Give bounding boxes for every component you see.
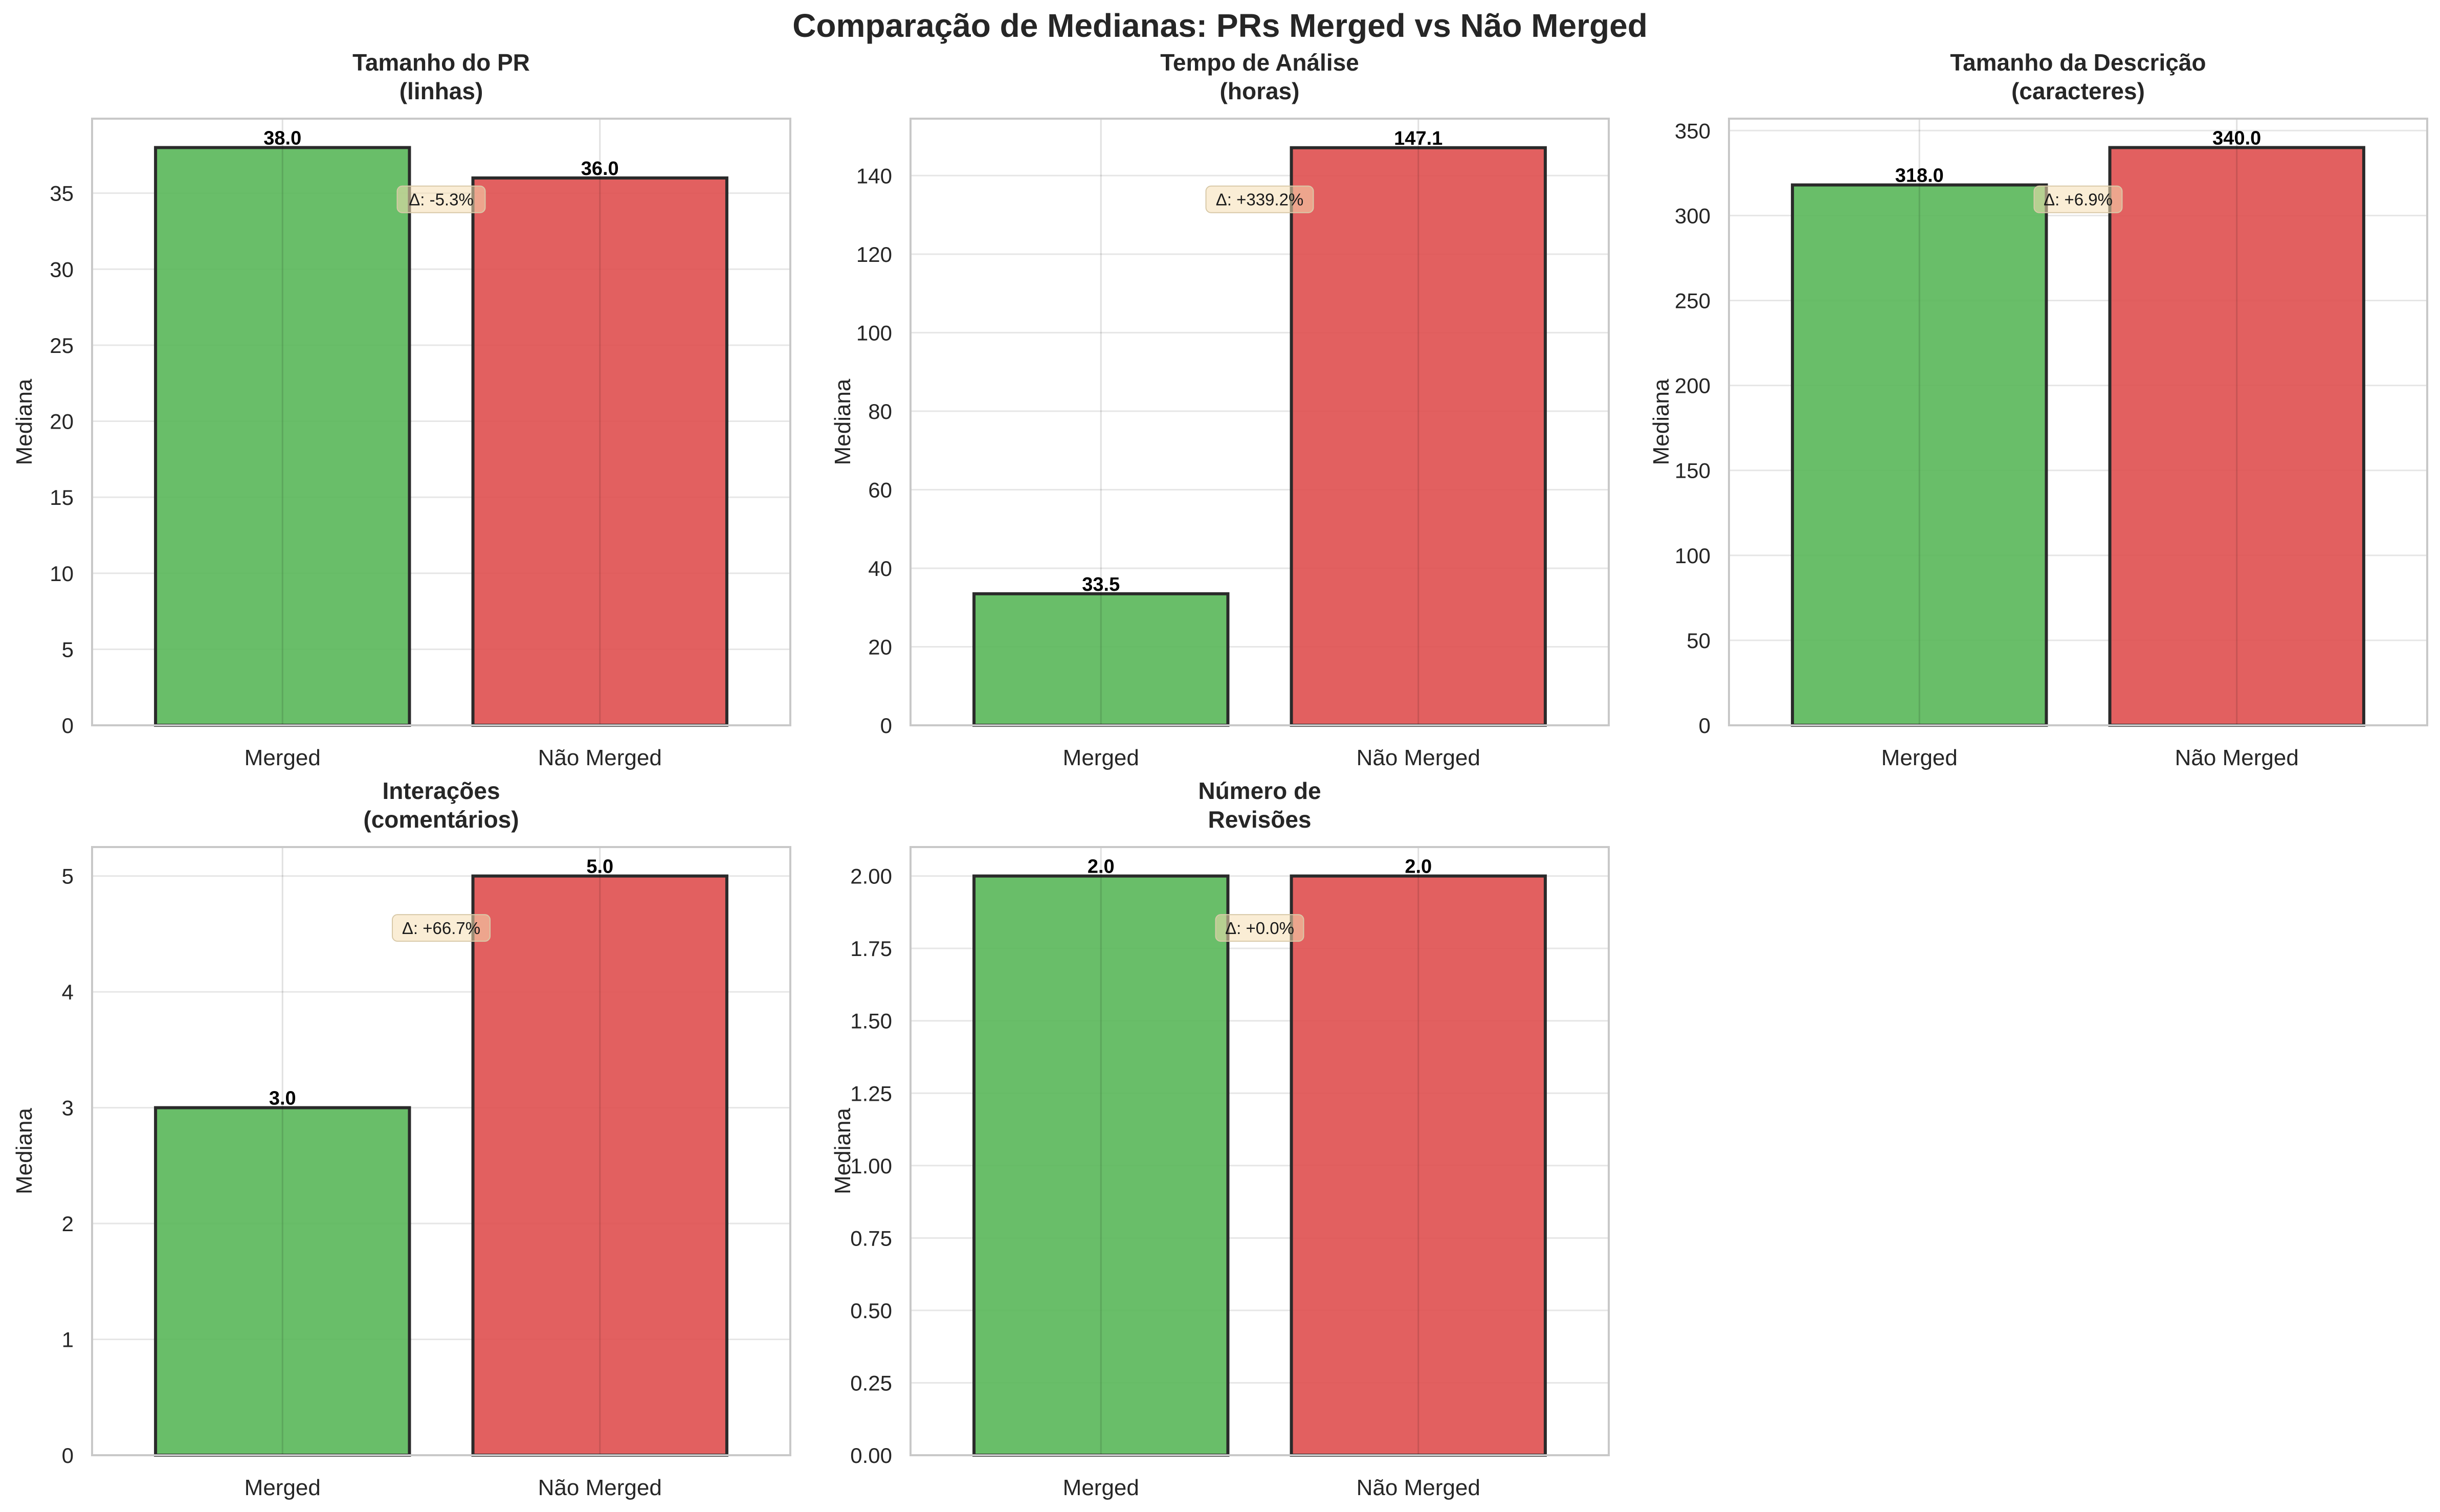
delta-annotation: Δ: +339.2%	[1216, 190, 1304, 209]
x-tick-label: Merged	[1063, 1475, 1139, 1500]
y-tick-label: 1	[62, 1328, 74, 1352]
axes-frame	[910, 846, 1610, 1456]
x-tick-label: Não Merged	[538, 745, 662, 770]
y-tick-label: 20	[868, 635, 892, 659]
y-tick-label: 40	[868, 557, 892, 581]
y-tick-label: 140	[856, 164, 892, 188]
y-tick-label: 0.75	[850, 1226, 892, 1250]
y-tick-label: 50	[1687, 629, 1711, 653]
y-axis-label: Mediana	[1649, 379, 1674, 465]
y-tick-label: 350	[1675, 119, 1711, 143]
y-tick-label: 15	[50, 485, 74, 509]
y-axis-label: Mediana	[830, 379, 855, 465]
bar-value-label: 36.0	[581, 158, 619, 180]
y-tick-label: 1.75	[850, 937, 892, 961]
axes-frame	[91, 118, 791, 726]
y-tick-label: 0	[880, 714, 892, 738]
y-tick-label: 2	[62, 1212, 74, 1236]
y-tick-label: 150	[1675, 459, 1711, 483]
x-tick-label: Não Merged	[1357, 745, 1480, 770]
x-tick-label: Merged	[245, 745, 321, 770]
y-axis-label: Mediana	[12, 379, 37, 465]
y-tick-label: 5	[62, 864, 74, 888]
delta-annotation-box	[1205, 185, 1314, 213]
bar-value-label: 147.1	[1394, 128, 1443, 149]
delta-annotation: Δ: -5.3%	[409, 190, 474, 209]
subplot-4: 3.0 5.0 0 1 2 3 4 5 Merged Não Merged Mediana Inter…	[12, 777, 791, 1500]
axes-frame	[910, 118, 1610, 726]
subplot-title: Tamanho da Descrição (caracteres)	[1950, 49, 2206, 104]
bar-value-label: 2.0	[1405, 856, 1432, 878]
delta-annotation-box	[2033, 185, 2123, 213]
x-tick-label: Merged	[1881, 745, 1958, 770]
x-tick-label: Não Merged	[1357, 1475, 1480, 1500]
delta-annotation: Δ: +66.7%	[402, 919, 480, 938]
y-tick-label: 1.25	[850, 1081, 892, 1105]
y-tick-label: 120	[856, 242, 892, 266]
bar-not-merged	[2108, 146, 2365, 727]
bar-merged	[972, 592, 1230, 727]
y-tick-label: 0	[62, 1443, 74, 1467]
bar-not-merged	[1290, 874, 1547, 1457]
delta-annotation-box	[392, 914, 491, 942]
y-tick-label: 4	[62, 980, 74, 1004]
subplot-title: Tempo de Análise (horas)	[1160, 49, 1359, 104]
y-tick-label: 30	[50, 257, 74, 281]
x-tick-label: Merged	[245, 1475, 321, 1500]
y-tick-label: 80	[868, 399, 892, 424]
bar-merged	[1791, 183, 2048, 727]
y-axis-label: Mediana	[830, 1108, 855, 1194]
x-tick-label: Merged	[1063, 745, 1139, 770]
y-tick-label: 60	[868, 478, 892, 502]
axes-frame	[91, 846, 791, 1456]
figure-title: Comparação de Medianas: PRs Merged vs Nã…	[792, 7, 1648, 44]
subplot-3: 318.0 340.0 0 50 100 150 200 250 300 350 Merged Não…	[1649, 49, 2428, 770]
bar-not-merged	[471, 176, 728, 727]
x-tick-label: Não Merged	[2175, 745, 2299, 770]
y-tick-label: 100	[1675, 544, 1711, 568]
y-tick-label: 0.00	[850, 1443, 892, 1467]
y-tick-label: 20	[50, 410, 74, 434]
subplot-title: Número de Revisões	[1198, 777, 1321, 833]
delta-annotation-box	[1215, 914, 1304, 942]
y-axis-label: Mediana	[12, 1108, 37, 1194]
bar-value-label: 38.0	[263, 127, 301, 149]
y-tick-label: 1.50	[850, 1009, 892, 1033]
subplot-1: 38.0 36.0 0 5 10 15 20 25 30 35 Merged Não Merged Me…	[12, 49, 791, 770]
x-tick-label: Não Merged	[538, 1475, 662, 1500]
bar-merged	[154, 146, 411, 727]
bar-value-label: 3.0	[269, 1088, 296, 1109]
y-tick-label: 100	[856, 321, 892, 345]
y-tick-label: 300	[1675, 204, 1711, 228]
y-tick-label: 0	[1699, 714, 1711, 738]
axes-frame	[1728, 118, 2428, 726]
y-tick-label: 35	[50, 182, 74, 206]
delta-annotation: Δ: +0.0%	[1225, 919, 1294, 938]
y-tick-label: 0	[62, 714, 74, 738]
y-tick-label: 1.00	[850, 1154, 892, 1178]
subplot-title: Interações (comentários)	[363, 777, 519, 833]
y-tick-label: 3	[62, 1096, 74, 1120]
y-tick-label: 5	[62, 637, 74, 661]
subplot-2: 33.5 147.1 0 20 40 60 80 100 120 140 Merged Não Mer…	[830, 49, 1610, 770]
bar-value-label: 2.0	[1088, 856, 1115, 878]
y-tick-label: 2.00	[850, 864, 892, 888]
bar-merged	[154, 1106, 411, 1457]
y-tick-label: 10	[50, 562, 74, 586]
y-tick-label: 0.25	[850, 1371, 892, 1395]
subplot-5: 2.0 2.0 0.00 0.25 0.50 0.75 1.00 1.25 1.50 1.75 2.…	[830, 777, 1610, 1500]
subplot-title: Tamanho do PR (linhas)	[352, 49, 530, 104]
bar-value-label: 340.0	[2212, 127, 2261, 149]
delta-annotation-box	[396, 185, 486, 213]
bar-value-label: 318.0	[1895, 165, 1944, 187]
y-tick-label: 25	[50, 333, 74, 358]
y-tick-label: 0.50	[850, 1299, 892, 1323]
bar-value-label: 33.5	[1082, 574, 1120, 595]
y-tick-label: 250	[1675, 288, 1711, 313]
y-tick-label: 200	[1675, 374, 1711, 398]
delta-annotation: Δ: +6.9%	[2044, 190, 2113, 209]
bar-value-label: 5.0	[586, 856, 613, 878]
bar-not-merged	[1290, 146, 1547, 727]
